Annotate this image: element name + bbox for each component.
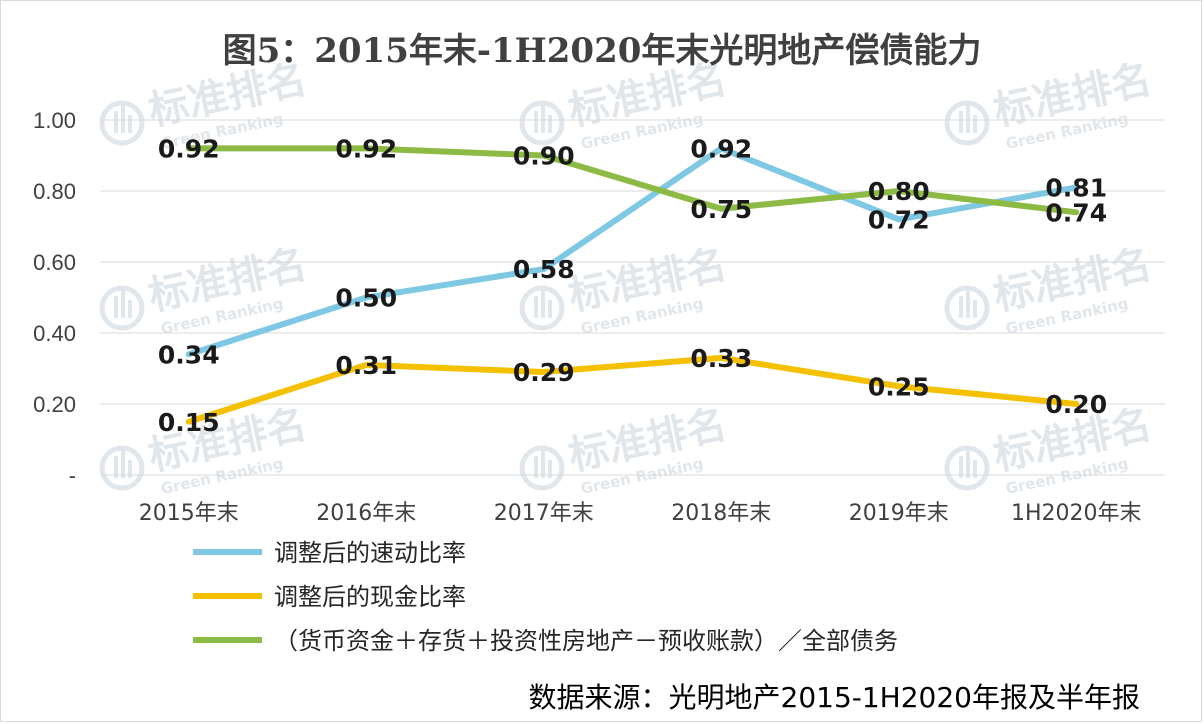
- data-label: 0.29: [513, 358, 575, 387]
- logo-icon: [519, 445, 565, 491]
- logo-icon: [99, 445, 145, 491]
- legend-label: 调整后的速动比率: [274, 539, 466, 567]
- x-tick-label: 2019年末: [849, 501, 949, 526]
- legend-entry: （货币资金＋存货＋投资性房地产－预收账款）／全部债务: [193, 627, 898, 655]
- data-label: 0.92: [335, 134, 397, 163]
- data-label: 0.72: [868, 205, 930, 234]
- data-label: 0.31: [335, 351, 397, 380]
- y-tick-label: 0.20: [33, 392, 76, 417]
- y-tick-label: -: [69, 463, 76, 488]
- legend-entry: 调整后的现金比率: [193, 583, 466, 611]
- chart-title: 图5：2015年末-1H2020年末光明地产偿债能力: [223, 31, 982, 71]
- logo-icon: [944, 445, 990, 491]
- x-tick-label: 1H2020年末: [1011, 501, 1142, 526]
- legend-label: （货币资金＋存货＋投资性房地产－预收账款）／全部债务: [274, 627, 898, 655]
- logo-icon: [944, 100, 990, 146]
- y-axis: - 0.20 0.40 0.60 0.80 1.00: [33, 108, 76, 488]
- data-label: 0.74: [1045, 198, 1107, 227]
- data-label: 0.15: [158, 408, 220, 437]
- legend-entry: 调整后的速动比率: [193, 539, 466, 567]
- y-tick-label: 0.60: [33, 250, 76, 275]
- data-label: 0.92: [158, 134, 220, 163]
- y-tick-label: 0.40: [33, 321, 76, 346]
- x-axis: 2015年末 2016年末 2017年末 2018年末 2019年末 1H2020年末: [139, 501, 1142, 526]
- data-label: 0.81: [1045, 173, 1107, 202]
- data-label: 0.92: [690, 134, 752, 163]
- logo-icon: [99, 100, 145, 146]
- series-layer: [185, 145, 1080, 425]
- data-label: 0.33: [690, 344, 752, 373]
- data-label-layer: 0.34 0.50 0.58 0.92 0.72 0.81 0.15 0.31 0.29 0.33…: [158, 134, 1107, 436]
- source-note: 数据来源：光明地产2015-1H2020年报及半年报: [529, 681, 1141, 714]
- y-tick-label: 0.80: [33, 179, 76, 204]
- series-line-3: [185, 145, 1080, 216]
- logo-icon: [519, 285, 565, 331]
- data-label: 0.34: [158, 340, 220, 369]
- x-tick-label: 2017年末: [494, 501, 594, 526]
- logo-icon: [519, 100, 565, 146]
- data-label: 0.50: [335, 284, 397, 313]
- series-line-1: [185, 145, 1080, 358]
- logo-icon: [944, 285, 990, 331]
- x-tick-label: 2016年末: [316, 501, 416, 526]
- grid-layer: [100, 119, 1165, 476]
- data-label: 0.20: [1045, 390, 1107, 419]
- x-tick-label: 2015年末: [139, 501, 239, 526]
- data-label: 0.58: [513, 255, 575, 284]
- data-label: 0.75: [690, 195, 752, 224]
- data-label: 0.80: [868, 177, 930, 206]
- data-label: 0.90: [513, 142, 575, 171]
- x-tick-label: 2018年末: [671, 501, 771, 526]
- series-line-2: [185, 354, 1080, 425]
- y-tick-label: 1.00: [33, 108, 76, 133]
- logo-icon: [99, 285, 145, 331]
- legend-label: 调整后的现金比率: [274, 583, 466, 611]
- data-label: 0.25: [868, 372, 930, 401]
